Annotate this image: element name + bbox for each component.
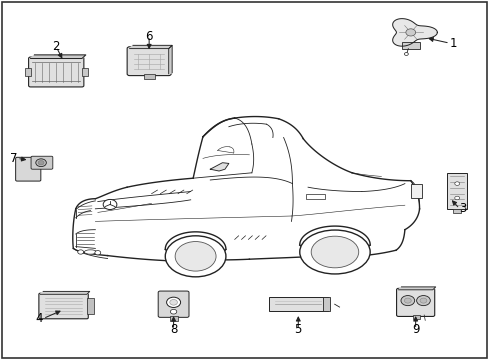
Text: 8: 8: [169, 323, 177, 336]
FancyBboxPatch shape: [31, 156, 53, 169]
FancyBboxPatch shape: [16, 157, 41, 181]
Polygon shape: [129, 45, 172, 49]
Text: 6: 6: [145, 30, 153, 42]
Ellipse shape: [84, 250, 96, 254]
Circle shape: [416, 296, 429, 306]
Circle shape: [36, 159, 46, 167]
FancyBboxPatch shape: [158, 291, 188, 318]
Polygon shape: [398, 287, 435, 290]
Bar: [87, 298, 94, 314]
Circle shape: [95, 251, 101, 255]
Bar: [412, 315, 420, 319]
Circle shape: [419, 298, 426, 303]
Bar: [305, 194, 325, 199]
Circle shape: [103, 199, 117, 210]
FancyBboxPatch shape: [28, 57, 84, 87]
Ellipse shape: [310, 236, 358, 268]
Text: 9: 9: [411, 323, 419, 336]
Polygon shape: [168, 45, 172, 74]
Bar: [401, 42, 419, 49]
Polygon shape: [40, 292, 89, 294]
Text: 4: 4: [36, 312, 43, 325]
Circle shape: [38, 161, 44, 165]
Text: 7: 7: [10, 152, 17, 165]
Bar: [322, 297, 329, 311]
Circle shape: [454, 182, 459, 185]
Bar: [452, 209, 460, 213]
Circle shape: [454, 196, 459, 200]
Bar: [169, 316, 177, 321]
Circle shape: [78, 250, 83, 254]
Circle shape: [170, 309, 177, 314]
Ellipse shape: [165, 236, 225, 277]
Polygon shape: [392, 19, 436, 46]
Circle shape: [405, 29, 415, 36]
Bar: [268, 297, 327, 311]
Bar: [82, 68, 88, 76]
Text: 5: 5: [294, 323, 302, 336]
Text: 1: 1: [449, 37, 456, 50]
Circle shape: [404, 53, 407, 55]
Circle shape: [400, 296, 414, 306]
Bar: [24, 68, 30, 76]
Text: 2: 2: [52, 40, 60, 53]
FancyBboxPatch shape: [39, 293, 88, 319]
Bar: [410, 184, 421, 198]
Circle shape: [169, 300, 177, 305]
FancyBboxPatch shape: [396, 288, 434, 316]
Bar: [144, 74, 155, 79]
Ellipse shape: [175, 242, 216, 271]
Polygon shape: [210, 163, 228, 171]
FancyBboxPatch shape: [127, 47, 171, 76]
Text: 3: 3: [459, 202, 466, 215]
Ellipse shape: [299, 230, 369, 274]
Bar: [447, 173, 466, 209]
Circle shape: [166, 297, 180, 307]
Polygon shape: [30, 55, 86, 58]
Circle shape: [404, 298, 410, 303]
